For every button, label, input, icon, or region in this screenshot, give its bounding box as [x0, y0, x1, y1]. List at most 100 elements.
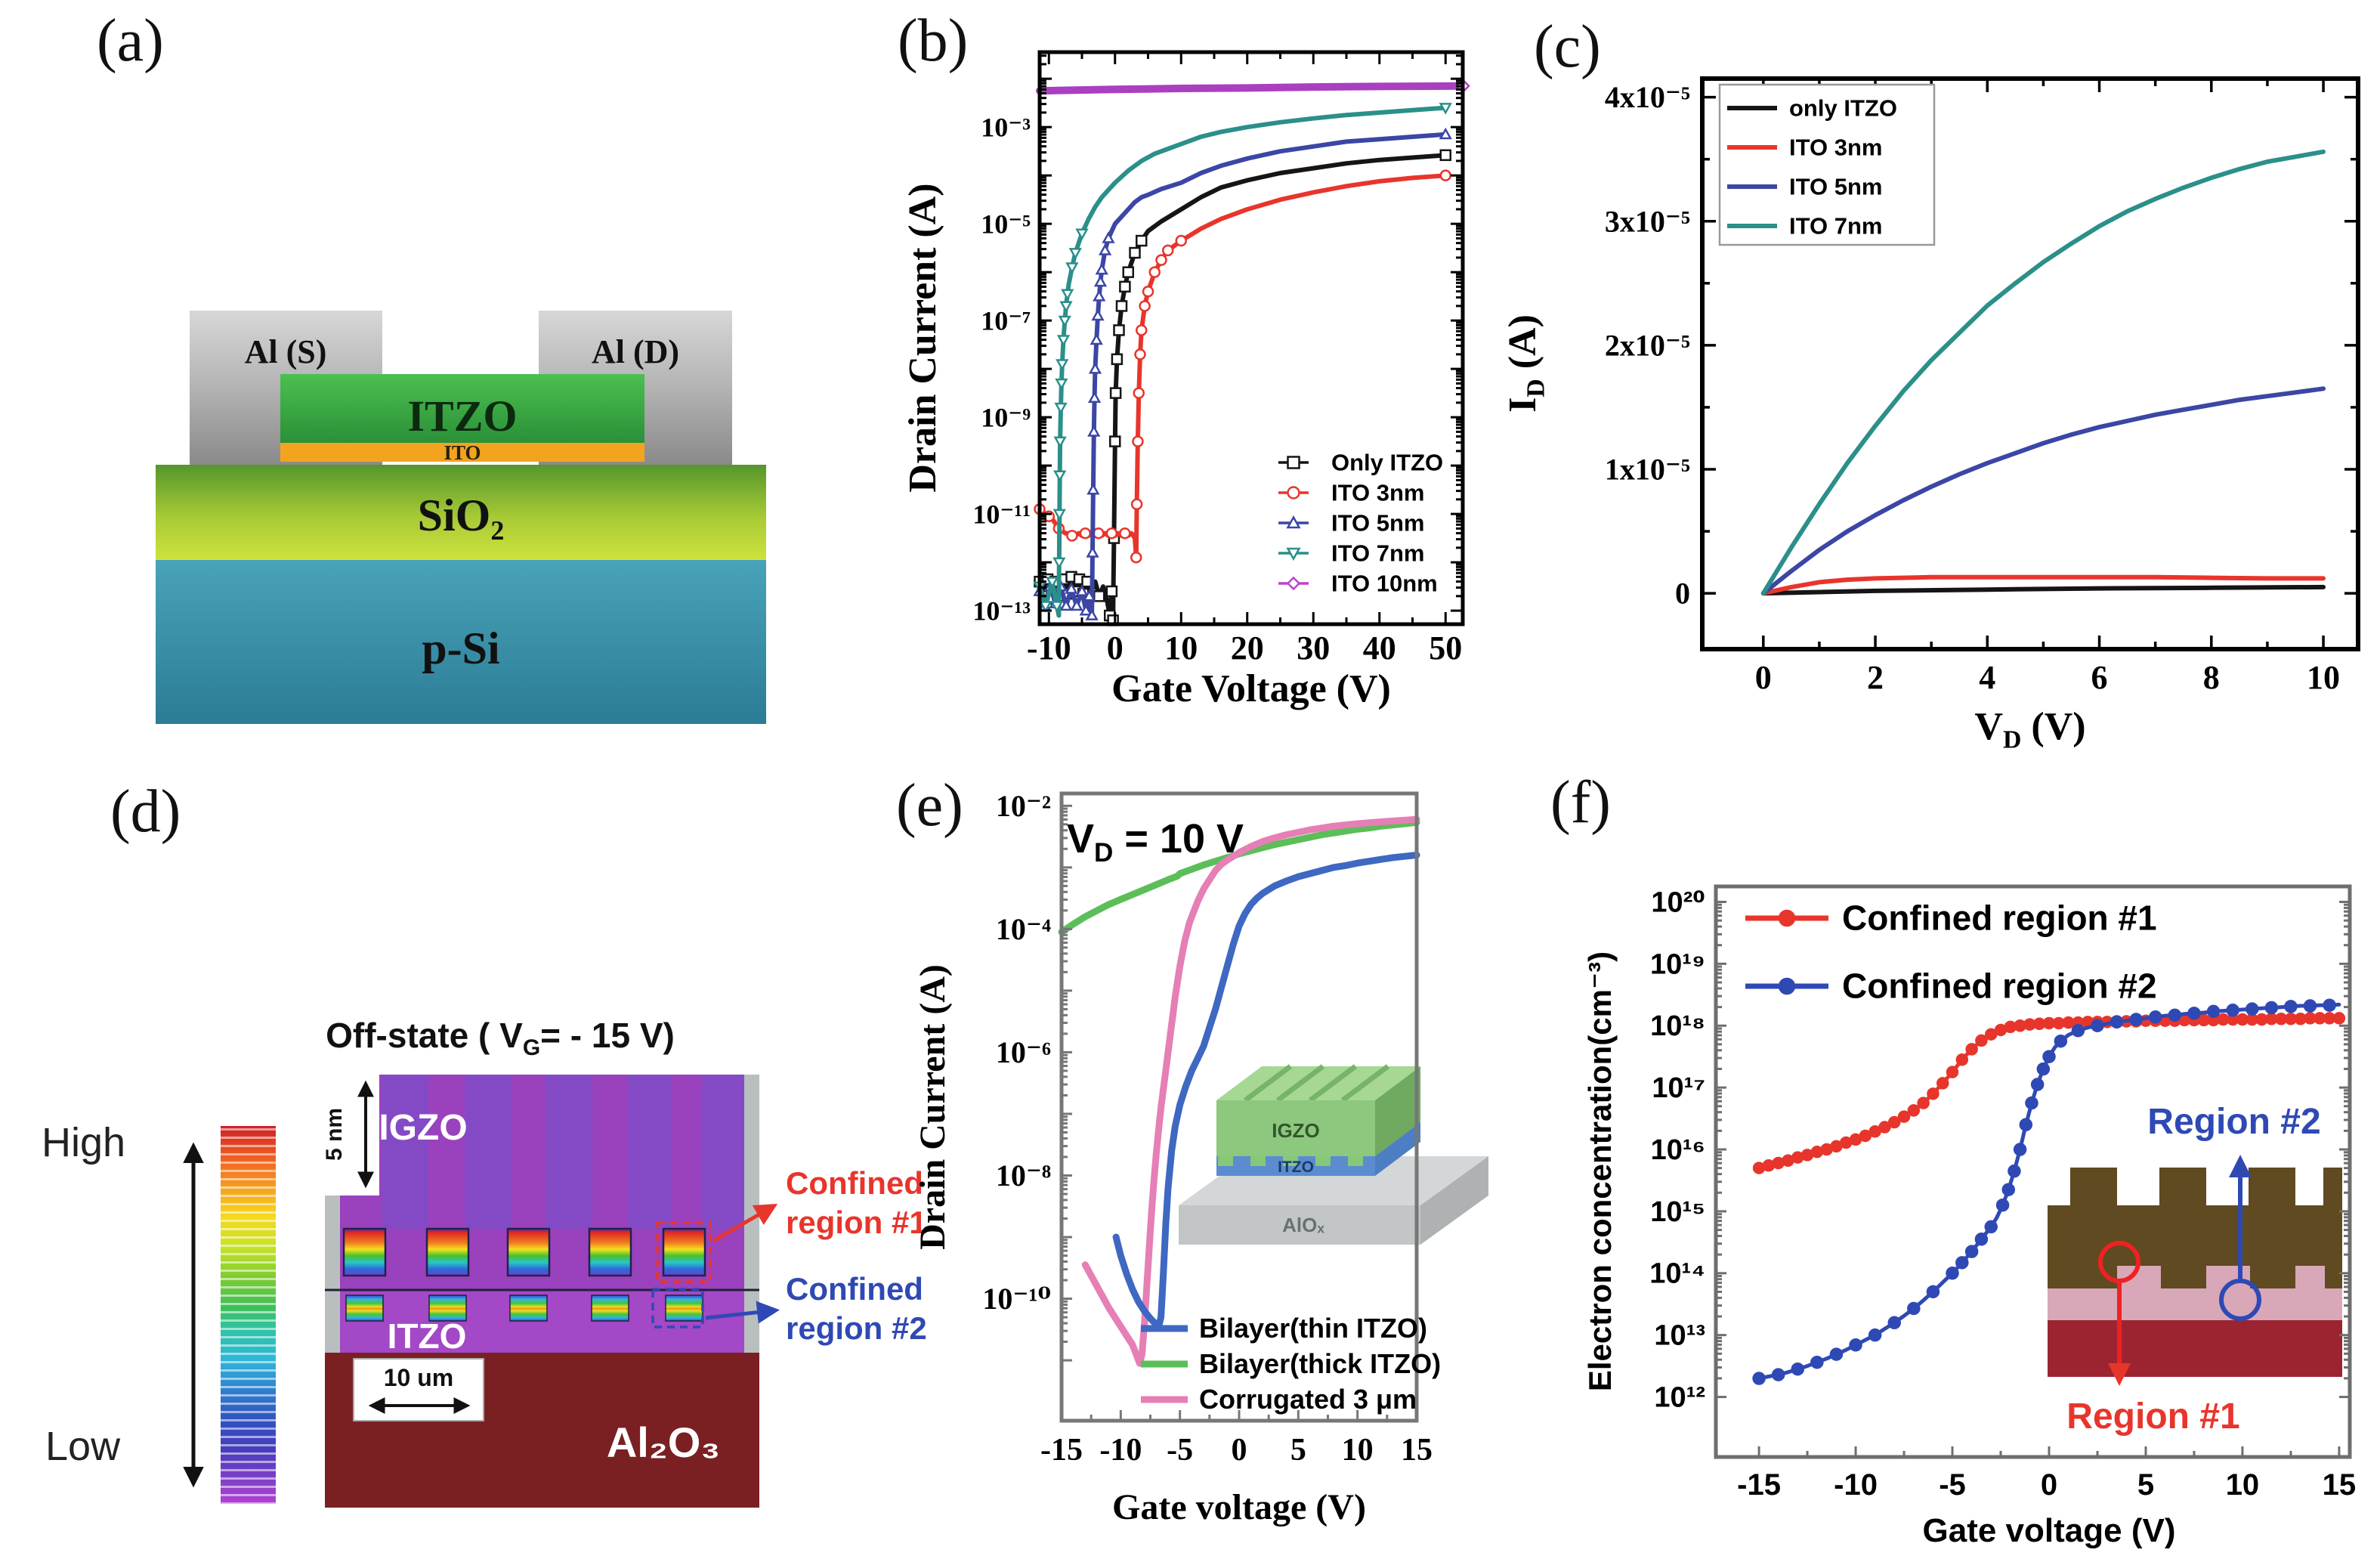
- axes: -15 -10 -5 0 5 10 15 10¹² 10¹³ 10¹⁴ 10¹⁵ 10¹⁶ 10¹⁷ 10…: [1582, 886, 2356, 1549]
- device-schematic: Al (S) Al (D) ITZO ITO SiO₂ p-Si: [156, 311, 766, 724]
- svg-text:30: 30: [1297, 629, 1330, 667]
- svg-text:10⁻³: 10⁻³: [981, 112, 1031, 142]
- series-ito-5nm: [1033, 127, 1452, 620]
- svg-text:ITO 3nm: ITO 3nm: [1331, 480, 1424, 506]
- series-corrugated: [1081, 815, 1420, 1367]
- svg-text:-15: -15: [1040, 1433, 1083, 1468]
- confined2-label-line1: Confined: [786, 1271, 923, 1307]
- svg-text:Drain Current (A): Drain Current (A): [901, 183, 944, 492]
- series-group: [1033, 79, 1470, 626]
- svg-text:4: 4: [1979, 659, 1995, 696]
- sim-right-border: [744, 1075, 759, 1353]
- ito-layer: [280, 443, 644, 462]
- panel-label-c: (c): [1534, 14, 1601, 80]
- itzo-right: [1375, 1122, 1420, 1176]
- igzo-right: [1375, 1066, 1420, 1156]
- igzo-front: [1216, 1100, 1375, 1156]
- svg-text:10¹⁸: 10¹⁸: [1650, 1010, 1705, 1042]
- svg-text:10⁻⁵: 10⁻⁵: [981, 209, 1031, 239]
- series-ito-3nm: [1760, 574, 2326, 596]
- itzo-label: ITZO: [388, 1316, 467, 1356]
- transfer-curves-chart: -10 0 10 20 30 40 50 10⁻¹³ 10⁻¹¹ 10⁻⁹ 10⁻⁷ 10⁻⁵ 10⁻³…: [901, 50, 1470, 710]
- colorbar-low-label: Low: [45, 1424, 121, 1469]
- series-bilayer-thin: [1112, 852, 1420, 1330]
- svg-text:2x10⁻⁵: 2x10⁻⁵: [1605, 328, 1690, 362]
- substrate-right: [1420, 1156, 1488, 1245]
- svg-text:10¹⁴: 10¹⁴: [1649, 1258, 1705, 1290]
- svg-text:0: 0: [2041, 1468, 2057, 1502]
- region1-circle: [2098, 1241, 2140, 1283]
- inset-igzo-body: [2048, 1205, 2342, 1288]
- svg-text:VD (V): VD (V): [1974, 705, 2085, 753]
- confined2-label-line2: region #2: [786, 1310, 927, 1346]
- cross-section-inset: Region #1 Region #2: [2048, 1102, 2342, 1437]
- series-group: [1760, 149, 2326, 596]
- svg-text:Bilayer(thin ITZO): Bilayer(thin ITZO): [1199, 1313, 1427, 1344]
- legend: only ITZO ITO 3nm ITO 5nm ITO 7nm: [1718, 83, 1936, 246]
- axes: -15 -10 -5 0 5 10 15 10⁻¹⁰ 10⁻⁸ 10⁻⁶ 10⁻⁴ 10⁻² VD = …: [913, 789, 1433, 1527]
- panel-label-f: (f): [1550, 769, 1611, 836]
- svg-text:Gate Voltage (V): Gate Voltage (V): [1111, 667, 1391, 710]
- svg-text:0: 0: [1107, 629, 1124, 667]
- itzo-castellation: [1218, 1156, 1363, 1166]
- svg-text:10²⁰: 10²⁰: [1651, 886, 1705, 918]
- svg-text:10¹⁵: 10¹⁵: [1650, 1196, 1705, 1228]
- ito-label: ITO: [444, 441, 481, 464]
- svg-text:20: 20: [1231, 629, 1264, 667]
- panel-label-b: (b): [898, 8, 969, 74]
- svg-text:10¹⁹: 10¹⁹: [1650, 948, 1705, 980]
- svg-text:ITO 5nm: ITO 5nm: [1789, 174, 1882, 200]
- confined2-box: [651, 1288, 704, 1329]
- svg-text:1x10⁻⁵: 1x10⁻⁵: [1605, 453, 1690, 487]
- colorbar-stripes: [221, 1126, 276, 1504]
- svg-text:-10: -10: [1099, 1433, 1142, 1468]
- svg-text:Gate voltage (V): Gate voltage (V): [1923, 1512, 2176, 1549]
- svg-text:only ITZO: only ITZO: [1789, 95, 1897, 122]
- corrugated-transfer-chart: IGZO ITZO AlOₓ -15 -10 -5 0 5 10 15 10⁻¹⁰ 10⁻⁸ 10…: [913, 789, 1488, 1527]
- svg-text:-5: -5: [1167, 1433, 1193, 1468]
- svg-text:0: 0: [1755, 659, 1772, 696]
- svg-text:10¹⁷: 10¹⁷: [1652, 1072, 1705, 1104]
- svg-text:Only ITZO: Only ITZO: [1331, 450, 1443, 476]
- series-ito-5nm: [1760, 386, 2326, 596]
- svg-text:15: 15: [2323, 1468, 2357, 1502]
- series-region1: [1752, 1012, 2346, 1174]
- svg-text:ITO 3nm: ITO 3nm: [1789, 135, 1882, 161]
- series-region2: [1752, 998, 2341, 1385]
- axes: -10 0 10 20 30 40 50 10⁻¹³ 10⁻¹¹ 10⁻⁹ 10⁻⁷ 10⁻⁵ 10⁻³…: [901, 52, 1463, 710]
- svg-text:10⁻²: 10⁻²: [996, 789, 1051, 823]
- confined2-arrow: [705, 1301, 780, 1324]
- svg-text:10: 10: [2226, 1468, 2260, 1502]
- svg-text:5: 5: [1290, 1433, 1306, 1468]
- confined-bars: [345, 1295, 703, 1322]
- svg-text:ITO 7nm: ITO 7nm: [1331, 540, 1424, 567]
- inset-substrate: [2048, 1320, 2342, 1377]
- sio2-label: SiO₂: [418, 490, 505, 540]
- igzo-label: IGZO: [379, 1108, 467, 1148]
- svg-text:15: 15: [1401, 1433, 1433, 1468]
- svg-text:-10: -10: [1834, 1468, 1878, 1502]
- inset-alox-label: AlOₓ: [1282, 1214, 1324, 1236]
- series-group: [1058, 815, 1420, 1367]
- sio2-layer: [156, 465, 766, 560]
- panel-label-e: (e): [896, 772, 963, 839]
- svg-text:0: 0: [1675, 577, 1690, 611]
- svg-text:3x10⁻⁵: 3x10⁻⁵: [1605, 204, 1690, 238]
- region2-circle: [2219, 1279, 2261, 1321]
- confined1-box: [656, 1221, 712, 1283]
- region2-label: Region #2: [2147, 1102, 2320, 1142]
- confined1-label-line1: Confined: [786, 1165, 923, 1201]
- series-only-itzo: [1760, 584, 2326, 596]
- panel-label-a: (a): [97, 8, 164, 74]
- svg-text:10: 10: [2307, 659, 2340, 696]
- svg-text:ID (A): ID (A): [1501, 314, 1550, 413]
- confined1-label-line2: region #1: [786, 1205, 927, 1240]
- svg-text:10¹²: 10¹²: [1654, 1381, 1705, 1413]
- svg-text:10⁻⁴: 10⁻⁴: [996, 912, 1051, 946]
- svg-text:Drain Current (A): Drain Current (A): [913, 964, 953, 1250]
- simulation-panel: Off-state ( VG= - 15 V) High Low: [42, 1016, 927, 1508]
- svg-text:10⁻⁸: 10⁻⁸: [996, 1158, 1051, 1192]
- svg-text:10: 10: [1342, 1433, 1374, 1468]
- svg-text:ITO 7nm: ITO 7nm: [1789, 213, 1882, 240]
